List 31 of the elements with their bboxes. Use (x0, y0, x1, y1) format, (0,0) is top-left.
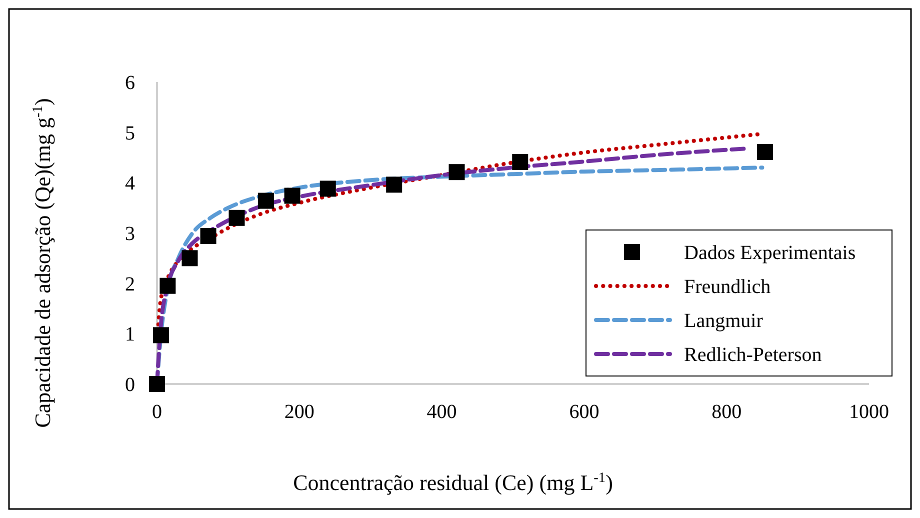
y-tick-label: 0 (125, 374, 135, 396)
y-tick-label: 6 (125, 72, 135, 94)
point (149, 376, 165, 392)
x-tick-label: 600 (569, 401, 600, 423)
point (448, 164, 465, 180)
point (152, 327, 169, 344)
y-tick-label: 2 (125, 273, 135, 296)
point (512, 154, 528, 170)
x-tick-label: 400 (426, 401, 457, 423)
legend-label: Langmuir (684, 310, 764, 332)
point (757, 144, 774, 160)
y-tick-label: 5 (125, 122, 135, 144)
y-tick-label: 3 (125, 223, 135, 245)
x-tick-label: 800 (712, 401, 742, 423)
legend-label: Redlich-Peterson (684, 344, 822, 366)
point (228, 210, 245, 226)
legend-label: Freundlich (684, 276, 771, 298)
point (182, 250, 198, 266)
point (258, 192, 274, 209)
y-tick-label: 1 (125, 324, 135, 346)
x-tick-label: 1000 (849, 401, 889, 423)
point (386, 176, 402, 193)
point (284, 188, 300, 204)
y-tick-label: 4 (125, 172, 135, 195)
point (160, 278, 176, 294)
x-axis-title: Concentração residual (Ce) (mg L$^{-1}$) (293, 470, 613, 495)
x-tick-label: 200 (284, 401, 314, 423)
legend-label: Dados Experimentais (684, 242, 856, 264)
point (200, 228, 216, 244)
point (320, 180, 336, 197)
x-tick-label: 0 (152, 401, 162, 423)
